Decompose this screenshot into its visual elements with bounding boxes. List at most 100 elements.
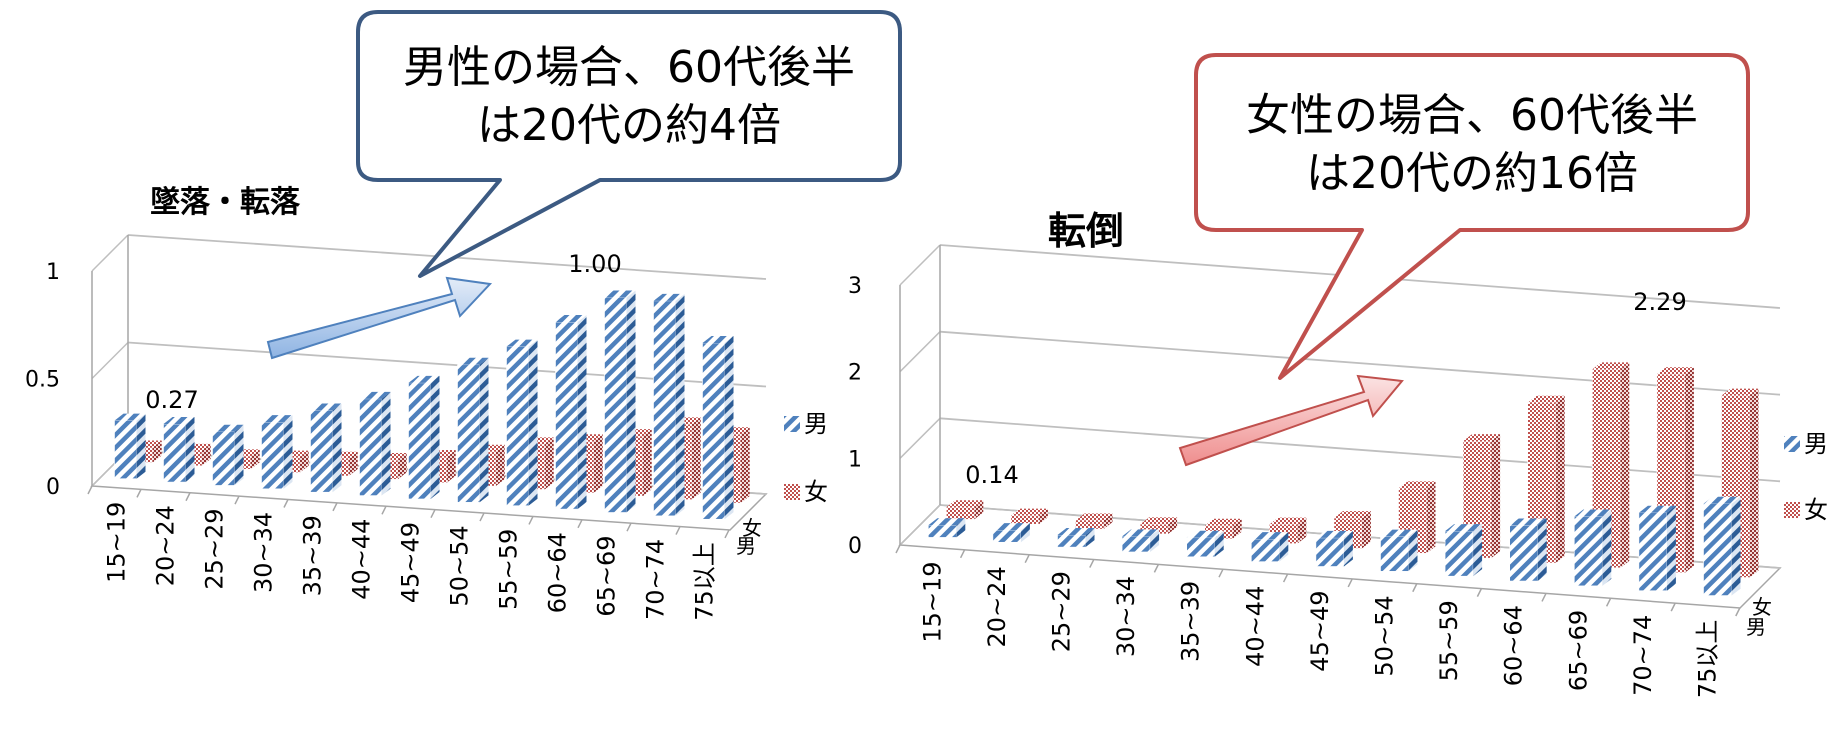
x-tick-label: 65~69 (593, 535, 621, 616)
depth-label-male: 男 (736, 534, 756, 558)
x-tick-label: 60~64 (1500, 605, 1528, 686)
x-tick (332, 502, 338, 512)
x-tick-label: 20~24 (152, 505, 180, 586)
gridline-side (899, 331, 941, 373)
x-tick-label: 25~29 (1048, 571, 1076, 652)
x-tick (724, 529, 730, 539)
bar-female (945, 500, 984, 520)
x-tick-label: 45~49 (397, 522, 425, 603)
legend-label-male: 男 (804, 410, 828, 438)
x-tick-label: 55~59 (1435, 600, 1463, 681)
bar-male (1121, 529, 1160, 553)
gridline-side (899, 244, 941, 286)
y-tick-label: 0 (848, 534, 862, 559)
gridline-side (91, 341, 129, 380)
callout-right-line2: は20代の約16倍 (1306, 148, 1638, 199)
x-tick-label: 65~69 (1564, 610, 1592, 691)
callout-left: 男性の場合、60代後半 は20代の約4倍 (356, 10, 902, 278)
x-tick (1412, 583, 1418, 593)
x-tick (675, 526, 681, 535)
x-tick (577, 519, 583, 529)
x-tick-label: 15~19 (103, 502, 131, 583)
bar-male (555, 315, 587, 510)
gridline-side (899, 504, 941, 546)
bar-male (408, 375, 440, 500)
x-tick-label: 55~59 (495, 529, 523, 610)
y-tick-label: 1 (46, 260, 60, 285)
bar-male (457, 357, 489, 503)
y-tick-label: 1 (848, 447, 862, 472)
x-tick (1735, 607, 1741, 617)
x-tick-label: 75以上 (691, 542, 719, 621)
bar-male (163, 417, 195, 483)
gridline (939, 417, 1781, 483)
x-tick (1541, 593, 1547, 602)
legend-swatch-male (784, 416, 800, 432)
x-tick-label: 30~34 (250, 512, 278, 593)
x-tick (1282, 573, 1289, 583)
gridline-side (91, 234, 129, 272)
legend: 男女 (784, 410, 828, 506)
x-tick (1153, 564, 1160, 573)
legend: 男女 (1784, 430, 1828, 524)
data-label: 0.27 (145, 386, 198, 414)
chart-fall-from-height: 0 0.5 1 15~19 20~24 25~29 30~34 35~39 40~44 45~49… (25, 185, 828, 621)
trend-arrow-left (266, 276, 493, 360)
bar-male (1315, 530, 1353, 567)
legend-swatch-female (784, 484, 800, 500)
x-tick-label: 40~44 (1241, 586, 1269, 667)
gridline (939, 330, 1781, 396)
bar-female (1398, 481, 1436, 554)
bar-male (114, 413, 146, 479)
data-label: 2.29 (1633, 288, 1686, 316)
y-tick-label: 3 (848, 274, 862, 299)
x-tick-label: 35~39 (299, 515, 327, 596)
x-tick (87, 485, 93, 495)
bar-male (1057, 527, 1095, 548)
bar-male (604, 290, 636, 513)
x-tick (528, 516, 534, 525)
bar-male (1509, 518, 1547, 582)
x-tick-label: 45~49 (1306, 590, 1334, 671)
bar-male (1638, 505, 1676, 592)
legend-swatch-male (1784, 436, 1800, 452)
trend-arrow-right (1178, 374, 1404, 467)
bar-male (1251, 532, 1289, 562)
x-tick (1605, 597, 1612, 607)
x-tick (1089, 559, 1095, 568)
x-tick (1347, 578, 1353, 588)
data-label: 1.00 (568, 250, 621, 278)
legend-label-male: 男 (1804, 430, 1828, 458)
bar-female (1462, 434, 1501, 559)
legend-label-female: 女 (1804, 496, 1828, 524)
bar-male (506, 339, 538, 507)
chart-title: 転倒 (1048, 209, 1124, 253)
bar-male (310, 403, 342, 493)
x-tick-label: 15~19 (918, 561, 946, 642)
y-tick-label: 2 (848, 361, 862, 386)
callout-right-line1: 女性の場合、60代後半 (1246, 90, 1698, 141)
bar-male (1574, 509, 1612, 587)
x-tick-label: 75以上 (1694, 620, 1722, 699)
x-tick (430, 509, 436, 518)
x-tick-label: 70~74 (642, 539, 670, 620)
x-tick (381, 505, 387, 515)
x-tick (234, 495, 240, 505)
legend-swatch-female (1784, 502, 1800, 518)
chart-title: 墜落・転落 (150, 185, 301, 220)
legend-label-female: 女 (804, 478, 828, 506)
x-tick-label: 25~29 (201, 508, 229, 589)
callout-left-line2: は20代の約4倍 (477, 100, 781, 151)
bar-male (702, 335, 734, 520)
x-tick (136, 489, 142, 498)
x-tick (1670, 602, 1676, 612)
bar-male (1380, 529, 1418, 572)
bar-male (261, 415, 293, 490)
x-tick-label: 50~54 (446, 525, 474, 606)
bar-male (1186, 530, 1224, 558)
x-tick (283, 499, 289, 508)
bar-male (212, 424, 244, 486)
x-tick (1024, 554, 1030, 564)
depth-label-female: 女 (1752, 595, 1772, 619)
